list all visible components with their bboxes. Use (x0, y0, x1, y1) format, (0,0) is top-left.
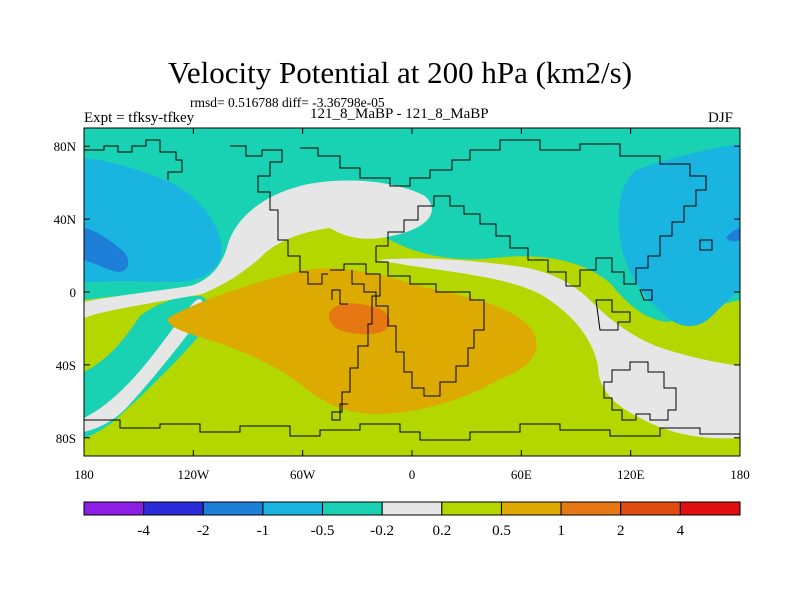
x-tick-label-5: 120E (617, 467, 645, 482)
colorbar-label-1: -2 (197, 523, 210, 539)
colorbar-swatch-5 (381, 501, 443, 516)
colorbar-swatch-2 (202, 501, 264, 516)
colorbar-label-4: -0.2 (370, 523, 394, 539)
coast-eurasia (300, 139, 707, 287)
colorbar-label-5: 0.2 (432, 523, 451, 539)
colorbar-label-3: -0.5 (311, 523, 335, 539)
colorbar-swatch-7 (500, 501, 562, 516)
y-axis: 80N 40N 0 40S 80S (54, 139, 740, 446)
contour-field (84, 128, 740, 456)
colorbar-label-2: -1 (257, 523, 270, 539)
x-tick-label-4: 60E (511, 467, 532, 482)
coast-south-america (330, 263, 381, 421)
colorbar: -4 -2 -1 -0.5 -0.2 0.2 0.5 1 2 4 (83, 501, 741, 539)
colorbar-label-7: 1 (557, 523, 565, 539)
colorbar-swatch-10 (679, 501, 741, 516)
x-tick-label-0: 180 (74, 467, 94, 482)
coast-north-america (84, 139, 328, 285)
coast-africa (351, 246, 485, 397)
band-neg0.2-0.2-north (84, 180, 432, 318)
colorbar-label-6: 0.5 (492, 523, 511, 539)
y-tick-label-4: 80S (56, 431, 76, 446)
experiment-label: Expt = tfksy-tfkey (84, 110, 195, 126)
x-tick-label-1: 120W (177, 467, 210, 482)
y-tick-label-0: 80N (54, 139, 77, 154)
stats-line: rmsd= 0.516788 diff= -3.36798e-05 (190, 95, 385, 110)
y-tick-label-1: 40N (54, 212, 77, 227)
colorbar-swatch-0 (83, 501, 145, 516)
colorbar-swatch-9 (620, 501, 681, 516)
colorbar-swatch-3 (262, 501, 324, 516)
y-tick-label-3: 40S (56, 358, 76, 373)
colorbar-label-9: 4 (677, 523, 685, 539)
colorbar-swatch-1 (143, 501, 204, 516)
coast-asia-islands (595, 239, 713, 331)
x-axis: 180 120W 60W 0 60E 120E 180 (74, 128, 750, 482)
coast-antarctica (84, 419, 740, 441)
coast-australia (603, 361, 677, 421)
colorbar-swatch-6 (441, 501, 502, 516)
band-neg0.2-0.2-east (378, 258, 740, 439)
colorbar-label-0: -4 (137, 523, 150, 539)
x-tick-label-2: 60W (290, 467, 316, 482)
y-tick-label-2: 0 (70, 285, 77, 300)
colorbar-label-8: 2 (617, 523, 625, 539)
chart-title: Velocity Potential at 200 hPa (km2/s) (167, 55, 633, 90)
colorbar-swatch-8 (560, 501, 622, 516)
band-neg0.2-0.2-south (84, 299, 203, 432)
band-neg2-neg1-east (726, 228, 740, 242)
band-1-2 (329, 303, 390, 335)
colorbar-swatch-4 (322, 501, 383, 516)
season-label: DJF (708, 110, 734, 126)
x-tick-label-6: 180 (730, 467, 750, 482)
x-tick-label-3: 0 (409, 467, 416, 482)
band-0.5-1 (167, 268, 537, 414)
band-neg2-neg1-west (84, 228, 129, 272)
cases-label: 121_8_MaBP - 121_8_MaBP (310, 106, 489, 122)
band-neg1-neg0.5-northeast (618, 144, 740, 327)
